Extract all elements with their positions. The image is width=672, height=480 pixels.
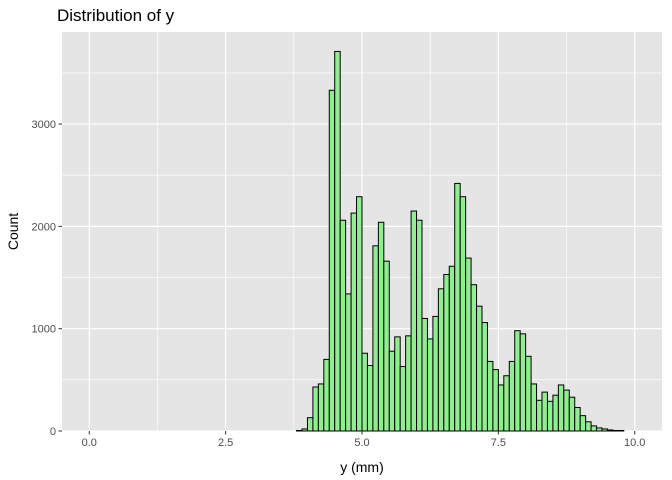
histogram-bar bbox=[470, 284, 478, 432]
x-tick-label: 7.5 bbox=[491, 437, 506, 449]
histogram-bar bbox=[372, 245, 379, 432]
histogram-bar bbox=[383, 260, 390, 432]
histogram-bar bbox=[394, 336, 401, 432]
histogram-bar bbox=[508, 360, 516, 432]
histogram-bar bbox=[366, 365, 374, 432]
histogram-bar bbox=[574, 406, 581, 432]
histogram-bar bbox=[312, 386, 319, 432]
histogram-bar bbox=[301, 428, 308, 432]
histogram-bar bbox=[590, 425, 598, 432]
histogram-bar bbox=[405, 335, 412, 432]
histogram-bar bbox=[557, 384, 565, 432]
histogram-bar bbox=[328, 89, 336, 432]
chart-title: Distribution of y bbox=[57, 6, 175, 25]
histogram-bar bbox=[585, 421, 592, 432]
histogram-bar bbox=[552, 394, 559, 432]
histogram-bar bbox=[361, 352, 368, 432]
histogram-bar bbox=[350, 212, 358, 432]
histogram-bar bbox=[519, 333, 527, 432]
histogram-bar bbox=[546, 400, 554, 432]
histogram-bar bbox=[459, 196, 467, 432]
histogram-bar bbox=[345, 293, 352, 432]
histogram-bar bbox=[596, 427, 603, 432]
x-axis-ticks: 0.0 2.5 5.0 7.5 10.0 bbox=[82, 431, 645, 449]
histogram-bar bbox=[492, 369, 499, 432]
histogram-bar bbox=[356, 196, 363, 432]
histogram-bar bbox=[568, 396, 576, 432]
histogram-bar bbox=[339, 219, 347, 432]
histogram-bar bbox=[514, 330, 521, 432]
histogram-bar bbox=[541, 391, 548, 432]
histogram-bar bbox=[497, 384, 505, 432]
histogram-bar bbox=[426, 338, 434, 432]
histogram-bar bbox=[617, 429, 625, 432]
histogram-bar bbox=[486, 360, 494, 432]
y-axis-title: Count bbox=[5, 213, 21, 250]
histogram-bar bbox=[334, 50, 341, 432]
x-tick-label: 10.0 bbox=[624, 437, 645, 449]
histogram-bar bbox=[601, 428, 608, 432]
y-tick-label: 2000 bbox=[32, 221, 56, 233]
histogram-bar bbox=[323, 358, 330, 432]
histogram-bar bbox=[612, 429, 619, 432]
histogram-bar bbox=[606, 429, 614, 432]
histogram-bar bbox=[563, 389, 570, 432]
y-tick-label: 3000 bbox=[32, 119, 56, 131]
histogram-bar bbox=[579, 415, 587, 432]
histogram-bar bbox=[530, 383, 538, 432]
histogram-bar bbox=[448, 265, 456, 432]
x-tick-label: 5.0 bbox=[354, 437, 369, 449]
histogram-bar bbox=[306, 417, 314, 432]
histogram-bar bbox=[421, 317, 428, 432]
y-axis-ticks: 0 1000 2000 3000 bbox=[32, 119, 62, 438]
y-tick-label: 0 bbox=[50, 426, 56, 438]
histogram-bar bbox=[454, 182, 461, 432]
histogram-bar bbox=[388, 350, 396, 432]
x-tick-label: 0.0 bbox=[82, 437, 97, 449]
histogram-bar bbox=[437, 288, 445, 432]
y-tick-label: 1000 bbox=[32, 324, 56, 336]
histogram-bar bbox=[410, 210, 418, 432]
histogram-bar bbox=[399, 366, 407, 432]
histogram-bar bbox=[443, 273, 450, 432]
histogram-bar bbox=[465, 257, 472, 432]
histogram-bar bbox=[377, 221, 385, 432]
histogram-bar bbox=[296, 429, 303, 432]
histogram-bar bbox=[525, 355, 532, 432]
histogram-bar bbox=[481, 322, 488, 432]
histogram-bar bbox=[432, 315, 439, 432]
histogram-bar bbox=[536, 399, 543, 432]
x-tick-label: 2.5 bbox=[218, 437, 233, 449]
x-axis-title: y (mm) bbox=[340, 459, 384, 475]
histogram-bar bbox=[503, 375, 510, 432]
histogram-bars bbox=[296, 50, 625, 432]
histogram-bar bbox=[317, 383, 325, 432]
histogram-bar bbox=[476, 305, 483, 432]
histogram-bar bbox=[416, 219, 423, 432]
